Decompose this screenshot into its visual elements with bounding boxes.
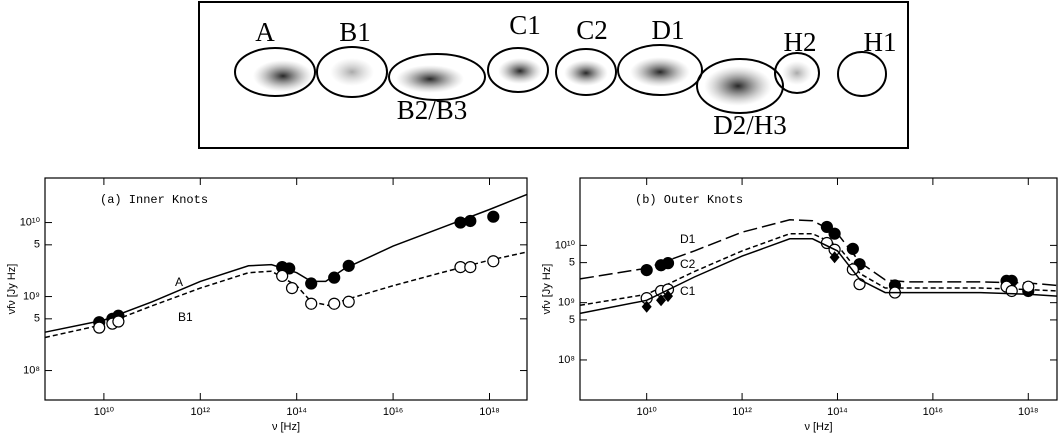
plot-frame [44, 177, 528, 401]
knot-outline [555, 48, 617, 96]
knot-image [198, 1, 909, 149]
y-axis-label: νfν [Jy Hz] [6, 264, 18, 315]
model-curve [44, 193, 528, 333]
knot-label: C1 [509, 10, 541, 40]
data-point [93, 321, 106, 334]
y-axis-label: νfν [Jy Hz] [541, 264, 553, 315]
knot-outline [774, 52, 820, 94]
knot-outline [316, 46, 388, 98]
knot-blob [564, 60, 608, 86]
knot-outline [837, 51, 887, 97]
data-point [305, 297, 318, 310]
data-point [305, 277, 318, 290]
data-point [487, 210, 500, 223]
x-tick-label: 10¹² [191, 406, 211, 418]
model-curve [44, 251, 528, 339]
y-tick-label: 5 [34, 313, 40, 325]
curve-label: D1 [680, 232, 696, 246]
y-tick-label: 10⁸ [558, 354, 575, 366]
knot-outline [617, 44, 703, 96]
knot-blob [253, 60, 313, 92]
knot-label: A [255, 17, 275, 47]
knot-label: H1 [864, 27, 897, 57]
knot-label: C2 [576, 15, 608, 45]
data-point [342, 295, 355, 308]
data-point [487, 255, 500, 268]
data-point [1022, 280, 1035, 293]
plot-frame [579, 177, 1058, 401]
data-point [283, 262, 296, 275]
x-tick-label: 10¹⁸ [479, 406, 500, 418]
x-tick-label: 10¹⁸ [1018, 406, 1039, 418]
knot-label: B2/B3 [397, 95, 468, 125]
chart: 10¹⁰ 10¹² 10¹⁴ 10¹⁶ 10¹⁸ 10⁸ 5 10⁹ 5 10¹⁰ ν [Hz] νf… [541, 177, 1058, 433]
knot-blob [396, 65, 464, 93]
knot-label: D2/H3 [713, 110, 787, 140]
y-tick-label: 10⁸ [23, 364, 40, 376]
data-point [661, 257, 675, 270]
y-tick-label: 5 [569, 257, 575, 269]
chart-title: (b) Outer Knots [635, 193, 743, 207]
x-tick-label: 10¹⁰ [94, 406, 115, 418]
data-point [820, 220, 833, 234]
x-tick-label: 10¹⁴ [286, 406, 307, 418]
curve-label: B1 [178, 310, 193, 324]
data-point [663, 290, 674, 303]
curve-label: C2 [680, 257, 696, 271]
knot-outline [696, 58, 784, 114]
x-tick-label: 10¹⁶ [923, 406, 943, 418]
chart-title: (a) Inner Knots [100, 193, 208, 207]
model-curve [579, 238, 1058, 315]
data-point [464, 214, 477, 228]
knot-label: D1 [652, 15, 685, 45]
x-tick-label: 10¹⁴ [827, 406, 848, 418]
y-tick-label: 10¹⁰ [555, 239, 576, 251]
y-tick-label: 5 [34, 239, 40, 251]
knot-blob [782, 61, 812, 85]
x-axis-label: ν [Hz] [804, 421, 832, 433]
data-point [1005, 284, 1018, 298]
knot-blob [498, 58, 542, 84]
chart: 10¹⁰ 10¹² 10¹⁴ 10¹⁶ 10¹⁸ 10⁸ 5 10⁹ 5 10¹⁰ ν [Hz] νf… [6, 177, 528, 433]
x-tick-label: 10¹⁶ [383, 406, 403, 418]
data-point [328, 271, 341, 284]
y-tick-label: 5 [569, 314, 575, 326]
knot-outline [234, 47, 316, 97]
knot-outline [388, 53, 486, 101]
data-point [464, 261, 477, 274]
data-point [285, 282, 299, 295]
knot-blob [704, 66, 772, 106]
knot-blob [630, 57, 690, 87]
curve-label: C1 [680, 284, 696, 298]
x-tick-label: 10¹² [732, 406, 752, 418]
curve-label: A [175, 275, 183, 289]
knot-label: B1 [339, 17, 371, 47]
model-curve [579, 219, 1058, 287]
data-point [112, 315, 125, 328]
x-axis-label: ν [Hz] [272, 421, 300, 433]
data-point [276, 269, 289, 283]
data-point [828, 227, 841, 240]
y-tick-label: 10⁹ [23, 290, 40, 302]
data-point [640, 264, 653, 277]
knot-outline [487, 47, 549, 93]
data-point [846, 242, 859, 255]
y-tick-label: 10⁹ [558, 297, 575, 309]
data-point [342, 259, 355, 272]
knot-label: H2 [784, 27, 817, 57]
data-point [853, 278, 866, 291]
y-tick-label: 10¹⁰ [20, 216, 41, 228]
data-point [328, 297, 341, 310]
data-point [454, 216, 467, 229]
data-point [829, 251, 840, 264]
data-point [641, 300, 652, 313]
knot-blob [330, 58, 374, 86]
data-point [656, 294, 667, 307]
x-tick-label: 10¹⁰ [637, 406, 658, 418]
